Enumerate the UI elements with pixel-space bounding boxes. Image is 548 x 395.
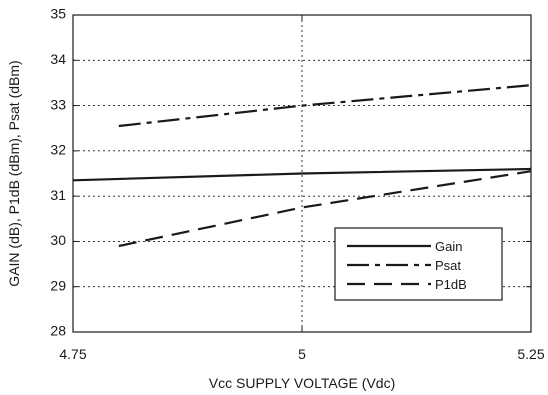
x-tick-label: 5 — [298, 346, 306, 362]
y-tick-label: 35 — [50, 6, 66, 22]
legend-label-p1db: P1dB — [435, 277, 467, 292]
x-tick-label: 5.25 — [517, 346, 544, 362]
y-axis-title: GAIN (dB), P1dB (dBm), Psat (dBm) — [6, 60, 22, 286]
legend: Gain Psat P1dB — [334, 227, 503, 301]
y-tick-label: 32 — [50, 142, 66, 158]
y-tick-label: 30 — [50, 232, 66, 248]
legend-label-gain: Gain — [435, 239, 462, 254]
y-tick-label: 28 — [50, 323, 66, 339]
y-tick-label: 33 — [50, 96, 66, 112]
y-tick-label: 29 — [50, 277, 66, 293]
legend-label-psat: Psat — [435, 258, 461, 273]
x-axis-title: Vcc SUPPLY VOLTAGE (Vdc) — [209, 375, 395, 391]
ticks — [72, 14, 532, 333]
series-line-gain — [72, 167, 532, 182]
y-tick-label: 31 — [50, 187, 66, 203]
series-line-p1db — [118, 170, 532, 248]
y-tick-label: 34 — [50, 51, 66, 67]
series-layer — [72, 84, 532, 248]
x-tick-label: 4.75 — [59, 346, 86, 362]
tick-labels: 28 29 30 31 32 33 34 35 4.75 5 5.25 — [50, 6, 544, 362]
series-line-psat — [118, 84, 532, 128]
